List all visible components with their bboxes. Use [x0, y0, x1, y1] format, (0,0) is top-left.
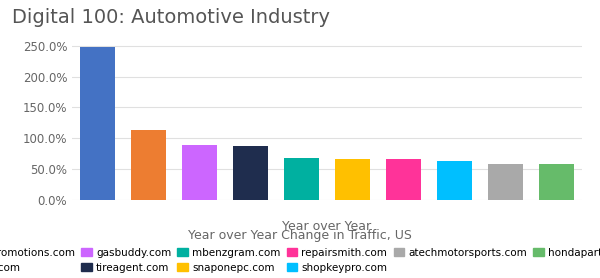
Text: Digital 100: Automotive Industry: Digital 100: Automotive Industry: [12, 8, 330, 27]
Text: Year over Year Change in Traffic, US: Year over Year Change in Traffic, US: [188, 229, 412, 242]
Bar: [182, 145, 217, 200]
Bar: [488, 164, 523, 200]
Bar: [539, 164, 574, 200]
Bar: [131, 130, 166, 200]
Bar: [80, 47, 115, 200]
Legend: mobilpromotions.com, ccacar.com, gasbuddy.com, tireagent.com, mbenzgram.com, sna: mobilpromotions.com, ccacar.com, gasbudd…: [0, 248, 600, 273]
Bar: [386, 159, 421, 200]
Text: Year over Year: Year over Year: [283, 220, 371, 233]
Bar: [335, 159, 370, 200]
Bar: [233, 147, 268, 200]
Bar: [437, 161, 472, 200]
Bar: [284, 158, 319, 200]
